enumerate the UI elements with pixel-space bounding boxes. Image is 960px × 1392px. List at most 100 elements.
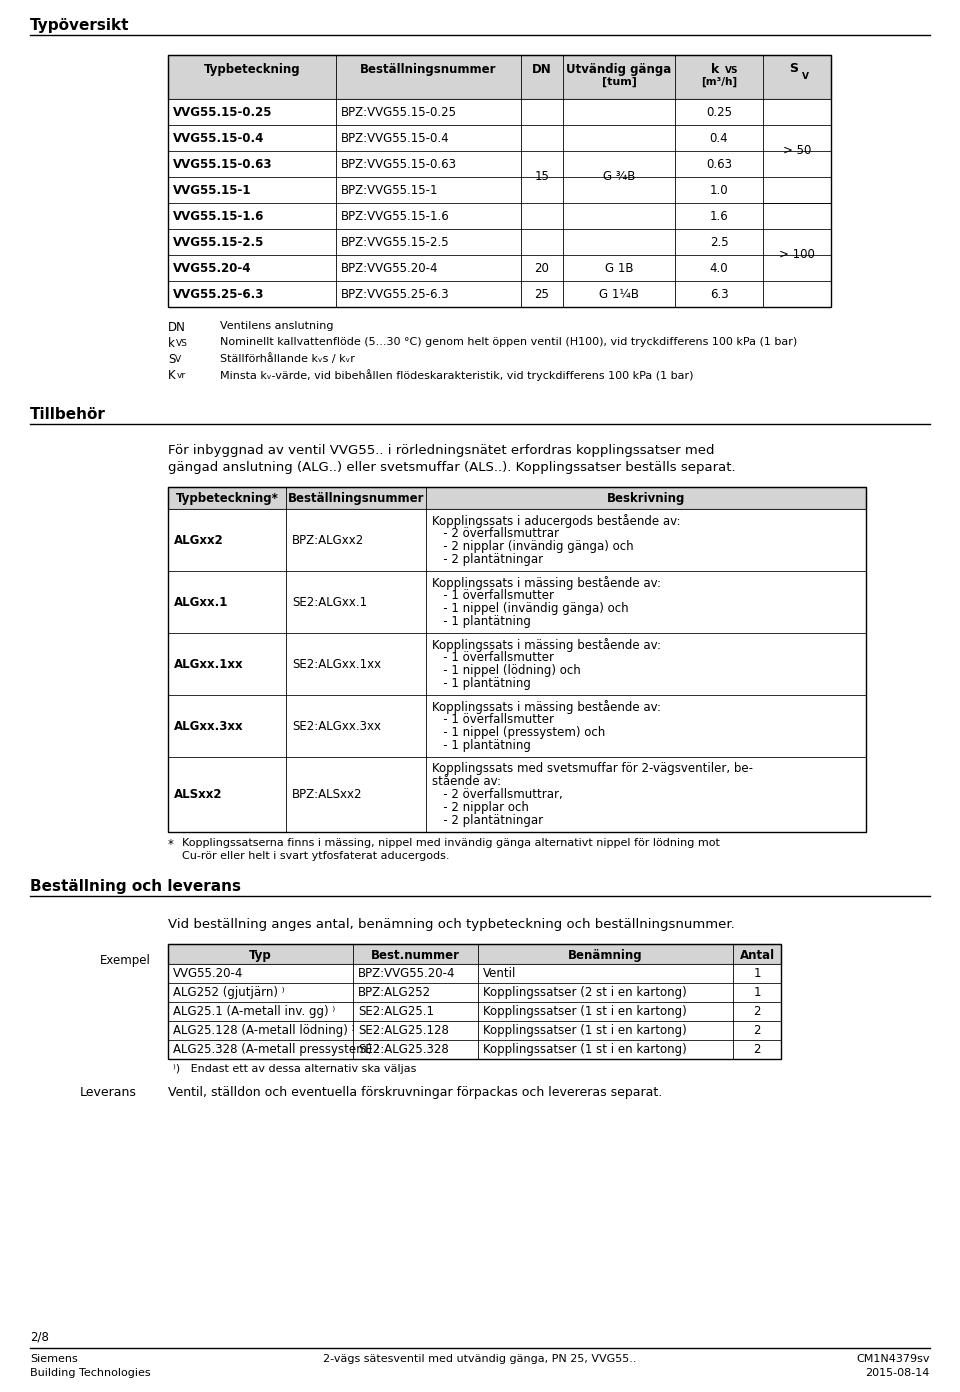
Text: Kopplingssats i aducergods bestående av:: Kopplingssats i aducergods bestående av:: [432, 514, 681, 528]
Text: 2: 2: [754, 1005, 760, 1018]
Text: SE2:ALGxx.3xx: SE2:ALGxx.3xx: [292, 720, 381, 732]
Text: BPZ:ALG252: BPZ:ALG252: [358, 986, 431, 999]
Bar: [168, 633, 866, 695]
Text: Exempel: Exempel: [100, 954, 151, 967]
Text: stående av:: stående av:: [432, 775, 501, 788]
Bar: [168, 281, 831, 308]
Text: SE2:ALG25.328: SE2:ALG25.328: [358, 1043, 448, 1057]
Text: Benämning: Benämning: [568, 949, 643, 962]
Text: - 1 plantätning: - 1 plantätning: [432, 739, 531, 752]
Text: Kopplingssatserna finns i mässing, nippel med invändig gänga alternativt nippel : Kopplingssatserna finns i mässing, nippe…: [182, 838, 720, 848]
Bar: [168, 150, 831, 177]
Text: SE2:ALGxx.1: SE2:ALGxx.1: [292, 596, 367, 608]
Text: Vid beställning anges antal, benämning och typbeteckning och beställningsnummer.: Vid beställning anges antal, benämning o…: [168, 917, 734, 931]
Text: Beställningsnummer: Beställningsnummer: [288, 491, 424, 505]
Text: Tillbehör: Tillbehör: [30, 406, 106, 422]
Text: Minsta kᵥ-värde, vid bibehållen flödeskarakteristik, vid tryckdifferens 100 kPa : Minsta kᵥ-värde, vid bibehållen flödeska…: [220, 369, 693, 381]
Text: SE2:ALGxx.1xx: SE2:ALGxx.1xx: [292, 657, 381, 671]
Text: SE2:ALG25.128: SE2:ALG25.128: [358, 1025, 449, 1037]
Text: Beskrivning: Beskrivning: [607, 491, 685, 505]
Text: VVG55.25-6.3: VVG55.25-6.3: [173, 288, 264, 301]
Text: Kopplingssatser (1 st i en kartong): Kopplingssatser (1 st i en kartong): [483, 1005, 686, 1018]
Bar: [168, 56, 831, 308]
Text: - 1 nippel (invändig gänga) och: - 1 nippel (invändig gänga) och: [432, 601, 629, 615]
Text: Kopplingssatser (1 st i en kartong): Kopplingssatser (1 st i en kartong): [483, 1043, 686, 1057]
Text: 2.5: 2.5: [709, 235, 729, 249]
Text: 25: 25: [535, 288, 549, 301]
Bar: [168, 965, 781, 983]
Text: gängad anslutning (ALG..) eller svetsmuffar (ALS..). Kopplingssatser beställs se: gängad anslutning (ALG..) eller svetsmuf…: [168, 461, 735, 475]
Bar: [168, 695, 866, 757]
Text: K: K: [168, 369, 176, 381]
Text: Kopplingssatser (1 st i en kartong): Kopplingssatser (1 st i en kartong): [483, 1025, 686, 1037]
Text: Typöversikt: Typöversikt: [30, 18, 130, 33]
Text: - 2 överfallsmuttrar,: - 2 överfallsmuttrar,: [432, 788, 563, 800]
Text: Ventil: Ventil: [483, 967, 516, 980]
Bar: [168, 255, 831, 281]
Text: BPZ:VVG55.15-1.6: BPZ:VVG55.15-1.6: [341, 210, 449, 223]
Text: Nominellt kallvattenflöde (5...30 °C) genom helt öppen ventil (H100), vid tryckd: Nominellt kallvattenflöde (5...30 °C) ge…: [220, 337, 797, 347]
Text: 1.0: 1.0: [709, 184, 729, 196]
Text: S: S: [789, 63, 799, 75]
Text: Building Technologies: Building Technologies: [30, 1368, 151, 1378]
Bar: [168, 944, 781, 965]
Text: BPZ:VVG55.20-4: BPZ:VVG55.20-4: [358, 967, 455, 980]
Text: ALG252 (gjutjärn) ⁾: ALG252 (gjutjärn) ⁾: [173, 986, 284, 999]
Text: SE2:ALG25.1: SE2:ALG25.1: [358, 1005, 434, 1018]
Bar: [168, 1002, 781, 1020]
Text: VVG55.15-1: VVG55.15-1: [173, 184, 252, 196]
Text: 0.63: 0.63: [706, 157, 732, 170]
Text: Cu-rör eller helt i svart ytfosfaterat aducergods.: Cu-rör eller helt i svart ytfosfaterat a…: [182, 851, 449, 862]
Bar: [168, 125, 831, 150]
Text: 15: 15: [535, 170, 549, 184]
Bar: [168, 487, 866, 509]
Bar: [168, 757, 866, 832]
Bar: [168, 99, 831, 125]
Text: 1.6: 1.6: [709, 210, 729, 223]
Text: Ventilens anslutning: Ventilens anslutning: [220, 322, 333, 331]
Text: Typ: Typ: [250, 949, 272, 962]
Text: ALG25.1 (A-metall inv. gg) ⁾: ALG25.1 (A-metall inv. gg) ⁾: [173, 1005, 335, 1018]
Text: 2-vägs sätesventil med utvändig gänga, PN 25, VVG55..: 2-vägs sätesventil med utvändig gänga, P…: [324, 1354, 636, 1364]
Text: BPZ:VVG55.15-0.63: BPZ:VVG55.15-0.63: [341, 157, 457, 170]
Text: Siemens: Siemens: [30, 1354, 78, 1364]
Text: Kopplingssats med svetsmuffar för 2-vägsventiler, be-: Kopplingssats med svetsmuffar för 2-vägs…: [432, 761, 753, 775]
Text: G 1B: G 1B: [605, 262, 634, 274]
Text: 2: 2: [754, 1025, 760, 1037]
Text: - 2 plantätningar: - 2 plantätningar: [432, 814, 543, 827]
Text: - 1 plantätning: - 1 plantätning: [432, 615, 531, 628]
Text: - 2 överfallsmuttrar: - 2 överfallsmuttrar: [432, 528, 559, 540]
Text: BPZ:ALGxx2: BPZ:ALGxx2: [292, 533, 364, 547]
Text: k: k: [710, 63, 719, 77]
Text: Kopplingssats i mässing bestående av:: Kopplingssats i mässing bestående av:: [432, 638, 661, 651]
Text: 6.3: 6.3: [709, 288, 729, 301]
Text: k: k: [168, 337, 175, 349]
Text: 2/8: 2/8: [30, 1329, 49, 1343]
Bar: [168, 177, 831, 203]
Bar: [168, 1040, 781, 1059]
Text: VS: VS: [176, 340, 187, 348]
Text: 1: 1: [754, 967, 760, 980]
Text: Best.nummer: Best.nummer: [371, 949, 460, 962]
Text: 2: 2: [754, 1043, 760, 1057]
Text: ⁾)   Endast ett av dessa alternativ ska väljas: ⁾) Endast ett av dessa alternativ ska vä…: [173, 1063, 417, 1075]
Text: Typbeteckning: Typbeteckning: [204, 63, 300, 77]
Text: DN: DN: [532, 63, 552, 77]
Text: VVG55.15-2.5: VVG55.15-2.5: [173, 235, 264, 249]
Text: - 1 nippel (lödning) och: - 1 nippel (lödning) och: [432, 664, 581, 677]
Text: - 1 överfallsmutter: - 1 överfallsmutter: [432, 589, 554, 601]
Text: BPZ:VVG55.25-6.3: BPZ:VVG55.25-6.3: [341, 288, 449, 301]
Text: Ventil, ställdon och eventuella förskruvningar förpackas och levereras separat.: Ventil, ställdon och eventuella förskruv…: [168, 1086, 662, 1100]
Text: VS: VS: [725, 65, 738, 75]
Text: Beställningsnummer: Beställningsnummer: [360, 63, 496, 77]
Bar: [168, 203, 831, 230]
Text: *: *: [168, 838, 174, 851]
Text: vr: vr: [177, 372, 186, 380]
Text: 0.25: 0.25: [706, 106, 732, 118]
Text: CM1N4379sv: CM1N4379sv: [856, 1354, 930, 1364]
Text: V: V: [175, 355, 181, 363]
Bar: [168, 571, 866, 633]
Text: Kopplingssats i mässing bestående av:: Kopplingssats i mässing bestående av:: [432, 576, 661, 590]
Text: V: V: [802, 72, 809, 81]
Text: BPZ:VVG55.15-1: BPZ:VVG55.15-1: [341, 184, 439, 196]
